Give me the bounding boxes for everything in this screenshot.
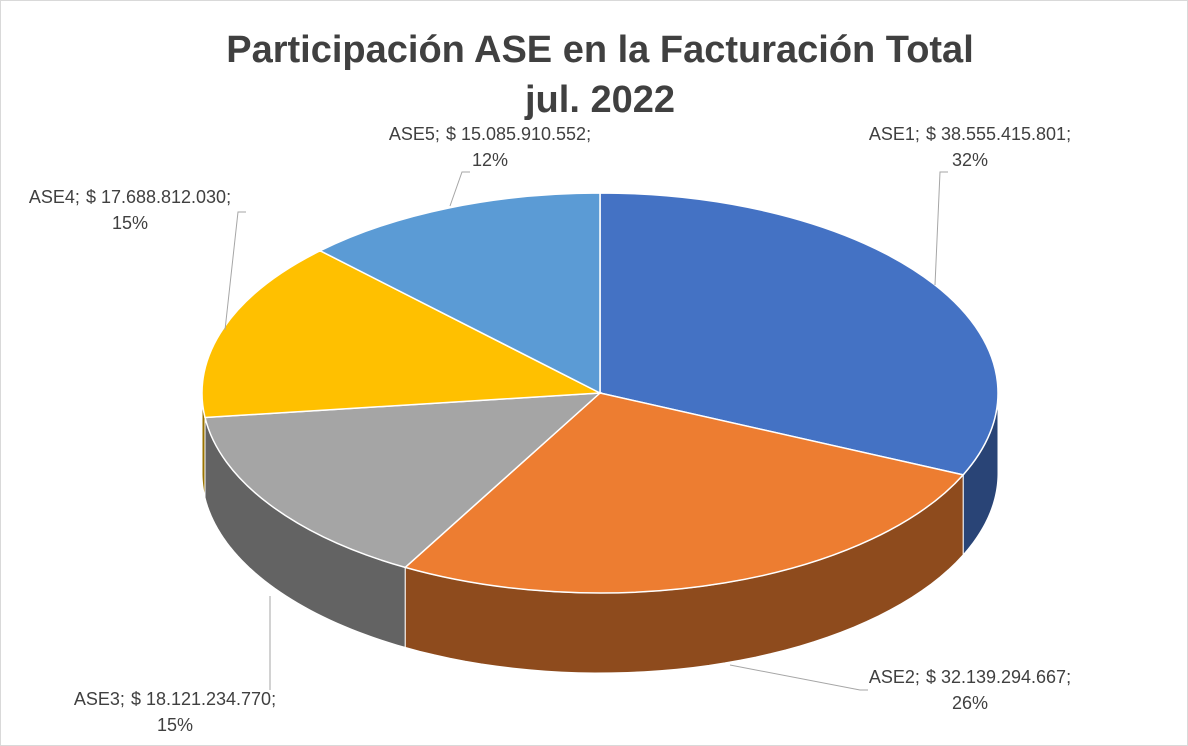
category-label: ASE4 [29,187,75,207]
label-separator: ; [1066,667,1071,687]
data-label: ASE4; $ 17.688.812.030; [29,187,231,207]
chart-title: Participación ASE en la Facturación Tota… [226,29,974,71]
data-label: ASE3; $ 18.121.234.770; [74,689,276,709]
percentage-label: 32% [952,150,988,170]
slice [204,392,603,569]
label-separator: ; [75,187,80,207]
percentage-label: 26% [952,693,988,713]
leader-line [449,171,470,207]
category-label: ASE5 [389,124,435,144]
value-label: $ 38.555.415.801 [926,124,1066,144]
label-separator: ; [271,689,276,709]
leader-line [224,211,246,331]
label-separator: ; [1066,124,1071,144]
percentage-label: 15% [157,715,193,735]
percentage-label: 12% [472,150,508,170]
value-label: $ 15.085.910.552 [446,124,586,144]
value-label: $ 18.121.234.770 [131,689,271,709]
data-label: ASE5; $ 15.085.910.552; [389,124,591,144]
leader-line [934,171,948,286]
slice [599,192,999,476]
label-separator: ; [586,124,591,144]
value-label: $ 17.688.812.030 [86,187,226,207]
data-label: ASE1; $ 38.555.415.801; [869,124,1071,144]
label-separator: ; [435,124,440,144]
category-label: ASE1 [869,124,915,144]
chart-subtitle: jul. 2022 [524,79,675,121]
leader-line [729,664,868,691]
slice [201,249,603,419]
value-label: $ 32.139.294.667 [926,667,1066,687]
data-label: ASE2; $ 32.139.294.667; [869,667,1071,687]
slice [318,192,601,395]
label-separator: ; [915,667,920,687]
label-separator: ; [915,124,920,144]
label-separator: ; [226,187,231,207]
category-label: ASE2 [869,667,915,687]
percentage-label: 15% [112,213,148,233]
category-label: ASE3 [74,689,120,709]
label-separator: ; [120,689,125,709]
